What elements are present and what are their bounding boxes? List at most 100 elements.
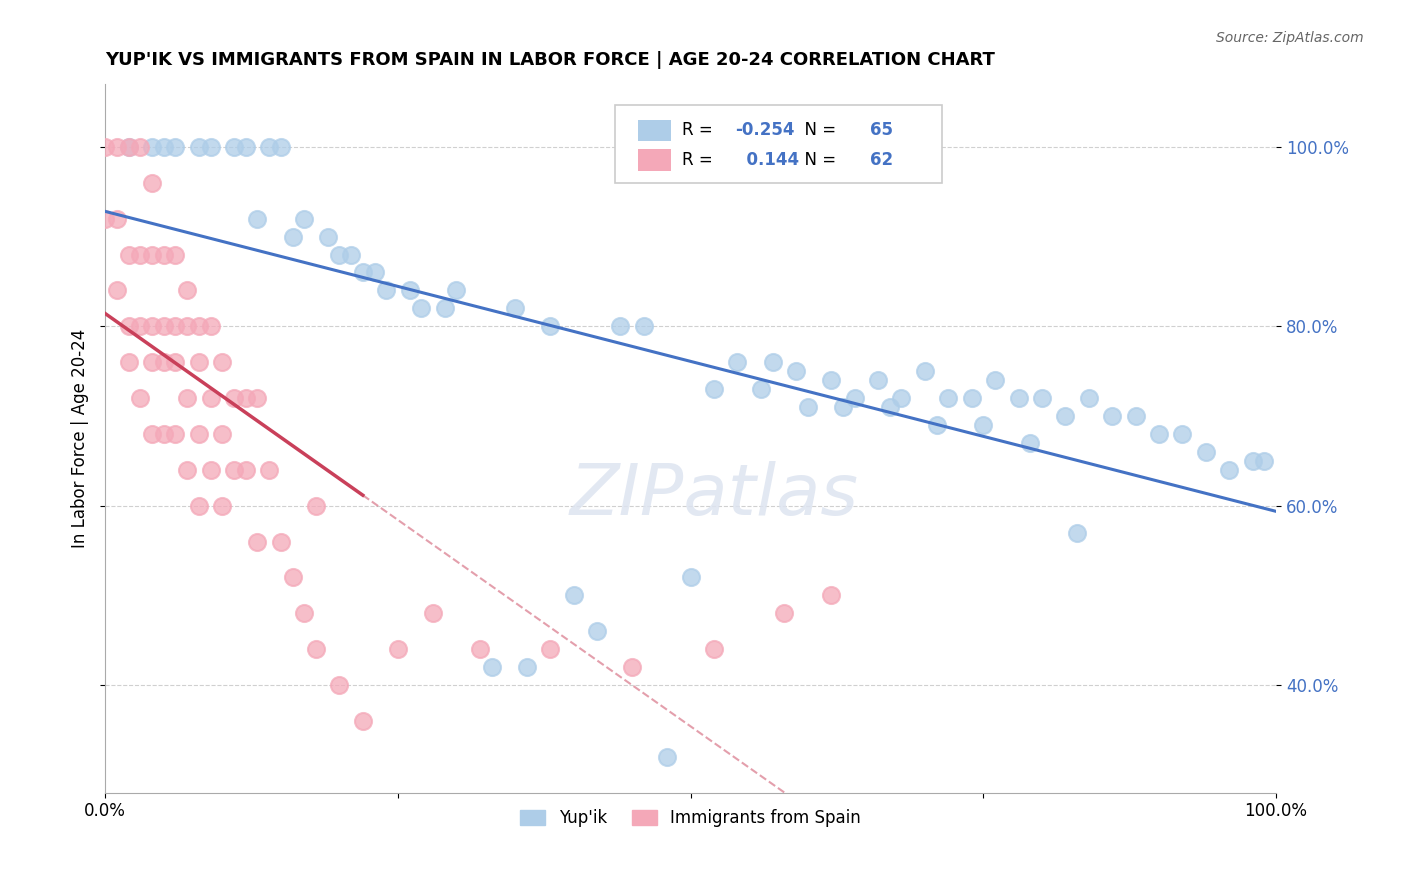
- Point: [141, 355, 163, 369]
- Point: [117, 140, 139, 154]
- Point: [187, 355, 209, 369]
- Point: [141, 140, 163, 154]
- Text: 65: 65: [870, 121, 893, 139]
- Point: [270, 140, 292, 154]
- Point: [411, 301, 433, 316]
- Point: [340, 247, 363, 261]
- Text: Source: ZipAtlas.com: Source: ZipAtlas.com: [1216, 31, 1364, 45]
- Text: -0.254: -0.254: [735, 121, 794, 139]
- Point: [1241, 454, 1264, 468]
- Point: [94, 140, 117, 154]
- Point: [538, 319, 561, 334]
- Point: [129, 319, 152, 334]
- Legend: Yup'ik, Immigrants from Spain: Yup'ik, Immigrants from Spain: [513, 803, 868, 834]
- Point: [257, 140, 280, 154]
- Point: [235, 140, 257, 154]
- Point: [200, 463, 222, 477]
- Point: [305, 642, 328, 657]
- Point: [352, 265, 374, 279]
- Point: [211, 355, 233, 369]
- Point: [890, 391, 912, 405]
- Point: [1066, 525, 1088, 540]
- Point: [105, 140, 128, 154]
- Point: [703, 642, 725, 657]
- Point: [222, 463, 245, 477]
- Point: [375, 284, 398, 298]
- Point: [820, 373, 842, 387]
- Point: [117, 319, 139, 334]
- Point: [727, 355, 749, 369]
- Point: [152, 140, 174, 154]
- Point: [176, 463, 198, 477]
- Point: [621, 660, 644, 674]
- Point: [176, 319, 198, 334]
- Point: [129, 391, 152, 405]
- Point: [352, 714, 374, 728]
- Point: [433, 301, 456, 316]
- Point: [141, 426, 163, 441]
- Text: ZIPatlas: ZIPatlas: [569, 460, 859, 530]
- Point: [129, 247, 152, 261]
- Point: [211, 426, 233, 441]
- Point: [117, 140, 139, 154]
- Text: R =: R =: [682, 151, 718, 169]
- Point: [105, 284, 128, 298]
- Point: [187, 426, 209, 441]
- Point: [586, 624, 609, 639]
- Point: [1218, 463, 1240, 477]
- FancyBboxPatch shape: [614, 105, 942, 184]
- Point: [328, 247, 350, 261]
- Point: [749, 382, 772, 396]
- Text: 0.144: 0.144: [735, 151, 799, 169]
- Point: [503, 301, 526, 316]
- Point: [1253, 454, 1275, 468]
- Point: [117, 247, 139, 261]
- Point: [165, 355, 187, 369]
- Point: [246, 391, 269, 405]
- Point: [914, 364, 936, 378]
- Point: [1171, 426, 1194, 441]
- Point: [879, 400, 901, 414]
- Point: [141, 319, 163, 334]
- Text: N =: N =: [794, 151, 841, 169]
- Point: [165, 247, 187, 261]
- Point: [187, 499, 209, 513]
- Point: [152, 247, 174, 261]
- FancyBboxPatch shape: [638, 120, 671, 141]
- Point: [152, 426, 174, 441]
- Point: [866, 373, 889, 387]
- Point: [481, 660, 503, 674]
- Point: [562, 588, 585, 602]
- Point: [422, 607, 444, 621]
- Point: [200, 140, 222, 154]
- Point: [187, 319, 209, 334]
- Point: [960, 391, 983, 405]
- Point: [972, 417, 994, 432]
- Point: [152, 319, 174, 334]
- Point: [94, 211, 117, 226]
- Point: [292, 211, 315, 226]
- Point: [200, 391, 222, 405]
- Point: [984, 373, 1007, 387]
- Point: [165, 140, 187, 154]
- Point: [270, 534, 292, 549]
- Point: [281, 570, 304, 584]
- Point: [141, 176, 163, 190]
- Point: [936, 391, 959, 405]
- Point: [165, 319, 187, 334]
- Y-axis label: In Labor Force | Age 20-24: In Labor Force | Age 20-24: [72, 329, 89, 548]
- Text: R =: R =: [682, 121, 718, 139]
- Point: [129, 140, 152, 154]
- Point: [292, 607, 315, 621]
- Point: [679, 570, 702, 584]
- Point: [609, 319, 631, 334]
- Point: [1031, 391, 1053, 405]
- Point: [235, 391, 257, 405]
- Point: [117, 355, 139, 369]
- Point: [222, 140, 245, 154]
- Point: [657, 749, 679, 764]
- Point: [165, 426, 187, 441]
- Point: [1125, 409, 1147, 423]
- Point: [773, 607, 796, 621]
- Point: [305, 499, 328, 513]
